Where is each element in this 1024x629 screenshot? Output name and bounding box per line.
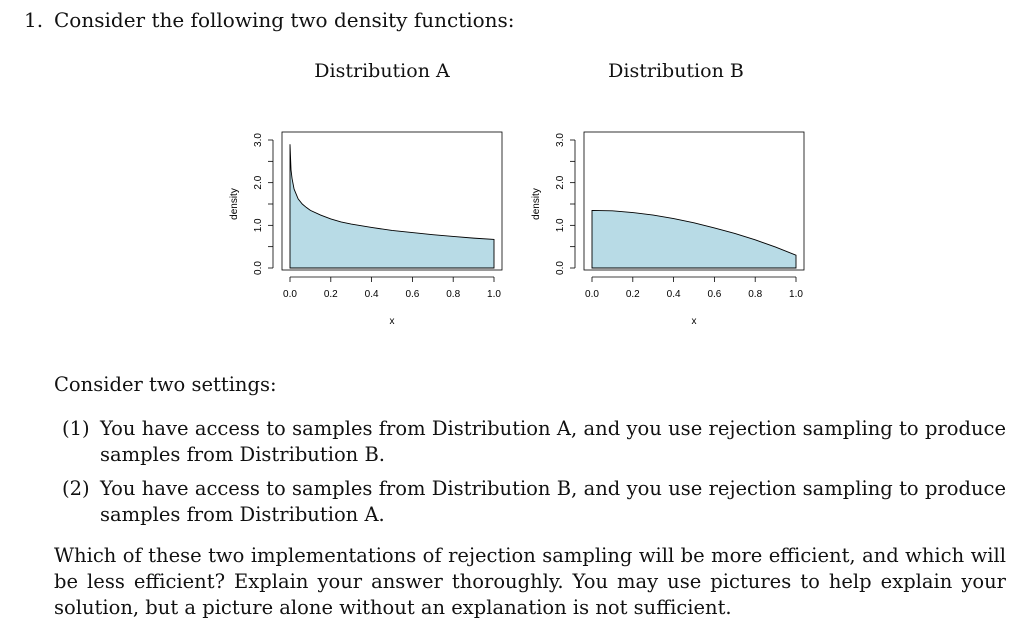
x-tick-label: 0.2 (324, 289, 338, 300)
density-area (591, 209, 797, 269)
question-heading: 1. Consider the following two density fun… (24, 8, 515, 32)
setting-text: You have access to samples from Distribu… (100, 477, 1006, 526)
y-tick-label: 1.0 (253, 218, 264, 232)
y-tick-label: 2.0 (555, 175, 566, 189)
x-tick-label: 0.0 (585, 289, 599, 300)
y-tick-label: 2.0 (253, 175, 264, 189)
x-tick-label: 1.0 (789, 289, 803, 300)
chart-a-title: Distribution A (314, 60, 450, 82)
y-tick-label: 3.0 (253, 133, 264, 147)
x-tick-label: 0.4 (365, 289, 379, 300)
y-tick-label: 1.0 (555, 218, 566, 232)
x-axis-label: x (390, 316, 395, 327)
x-tick-label: 0.2 (626, 289, 640, 300)
chart-b-title: Distribution B (608, 60, 744, 82)
question-intro: Consider the following two density funct… (54, 8, 515, 32)
y-tick-label: 0.0 (253, 261, 264, 275)
setting-number: (1) (62, 417, 90, 440)
y-tick-label: 3.0 (555, 133, 566, 147)
x-tick-label: 0.4 (667, 289, 681, 300)
y-axis-label: density (229, 188, 240, 220)
chart-distribution-b: 0.0 0.2 0.4 0.6 0.8 1.0 x 0.0 1.0 2.0 3.0 density (531, 131, 805, 327)
x-tick-label: 0.8 (446, 289, 460, 300)
x-axis-label: x (692, 316, 697, 327)
plot-frame (583, 131, 805, 271)
x-tick-label: 0.6 (707, 289, 721, 300)
x-tick-label: 1.0 (487, 289, 501, 300)
density-area (289, 144, 495, 269)
x-tick-label: 0.8 (748, 289, 762, 300)
settings-intro: Consider two settings: (54, 373, 277, 396)
plot-frame (281, 131, 503, 271)
y-tick-label: 0.0 (555, 261, 566, 275)
x-tick-label: 0.6 (405, 289, 419, 300)
setting-text: You have access to samples from Distribu… (100, 417, 1006, 466)
setting-item-2: (2) You have access to samples from Dist… (62, 476, 1006, 528)
y-axis-label: density (531, 188, 542, 220)
setting-item-1: (1) You have access to samples from Dist… (62, 416, 1006, 468)
closing-paragraph: Which of these two implementations of re… (54, 544, 1006, 619)
question-number: 1. (24, 8, 44, 32)
x-tick-label: 0.0 (283, 289, 297, 300)
setting-number: (2) (62, 477, 90, 500)
chart-distribution-a: 0.0 0.2 0.4 0.6 0.8 1.0 x 0.0 1.0 2.0 3.0 density (229, 131, 503, 327)
